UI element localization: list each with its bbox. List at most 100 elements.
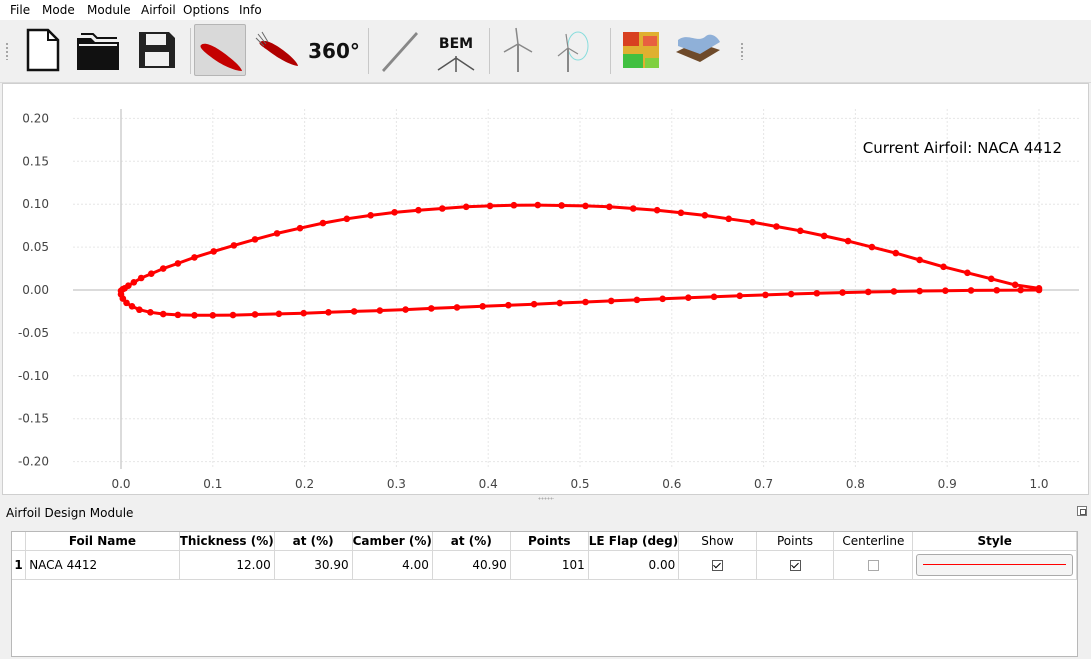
line-style-button[interactable] [916, 554, 1073, 576]
airfoil-plot[interactable]: 0.0 0.1 0.2 0.3 0.4 0.5 0.6 0.7 0.8 0.9 1.0 0.20 0.1… [2, 83, 1089, 495]
menu-airfoil[interactable]: Airfoil [141, 3, 176, 17]
bem-button[interactable]: BEM [430, 24, 482, 76]
y-tick-label: -0.20 [18, 455, 49, 469]
airfoil-point [725, 215, 733, 223]
x-tick-label: 0.0 [111, 477, 130, 491]
col-camber-at[interactable]: at (%) [432, 532, 511, 551]
x-tick-label: 0.6 [662, 477, 681, 491]
airfoil-point [633, 296, 641, 304]
airfoil-point [839, 289, 846, 296]
new-file-button[interactable] [16, 24, 68, 76]
cell-le-flap[interactable]: 0.00 [588, 550, 680, 580]
x-tick-label: 0.1 [203, 477, 222, 491]
show-checkbox[interactable] [711, 560, 723, 571]
airfoil-point [749, 218, 756, 226]
airfoil-point [710, 293, 718, 301]
toolbar-grip[interactable] [5, 42, 9, 60]
row-index[interactable]: 1 [12, 550, 27, 580]
terrain-button[interactable] [672, 24, 724, 76]
airfoil-point [892, 249, 900, 257]
cell-thickness-at[interactable]: 30.90 [274, 550, 353, 580]
col-centerline[interactable]: Centerline [833, 532, 914, 551]
polar-360-label: 360° [308, 39, 360, 63]
y-tick-label: -0.10 [18, 369, 49, 383]
airfoil-point [993, 286, 1001, 294]
airfoil-point [868, 243, 876, 251]
cell-points[interactable]: 101 [510, 550, 589, 580]
open-file-button[interactable] [73, 24, 125, 76]
turbine-button[interactable] [492, 24, 544, 76]
menu-options[interactable]: Options [183, 3, 230, 17]
col-thickness[interactable]: Thickness (%) [179, 532, 275, 551]
status-strip [0, 657, 1091, 659]
airfoil-point [350, 308, 358, 315]
airfoil-table: Foil Name Thickness (%) at (%) Camber (%… [11, 531, 1078, 657]
col-le-flap[interactable]: LE Flap (deg) [588, 532, 680, 551]
menu-mode[interactable]: Mode [42, 3, 75, 17]
airfoil-design-button[interactable] [194, 24, 246, 76]
y-tick-label: 0.20 [22, 111, 49, 125]
col-points[interactable]: Points [510, 532, 589, 551]
airfoil-point [147, 309, 154, 316]
cell-centerline [833, 550, 914, 580]
blade-design-button[interactable] [372, 24, 424, 76]
cell-thickness[interactable]: 12.00 [179, 550, 275, 580]
airfoil-point [916, 287, 923, 295]
menu-module[interactable]: Module [87, 3, 131, 17]
table-row[interactable]: 1 NACA 4412 12.00 30.90 4.00 40.90 101 0… [12, 550, 1077, 580]
airfoil-point [300, 309, 307, 317]
polar-360-button[interactable]: 360° [308, 24, 360, 76]
cell-camber[interactable]: 4.00 [352, 550, 433, 580]
toolbar-separator [489, 28, 490, 74]
airfoil-point [230, 242, 238, 249]
x-tick-label: 1.0 [1029, 477, 1048, 491]
turbine-simulation-button[interactable] [548, 24, 600, 76]
show-points-checkbox[interactable] [789, 560, 801, 571]
centerline-checkbox[interactable] [867, 560, 879, 571]
airfoil-point [629, 205, 637, 212]
airfoil-point [191, 312, 198, 319]
x-tick-label: 0.3 [387, 477, 406, 491]
col-show-points[interactable]: Points [756, 532, 835, 551]
airfoil-point [119, 295, 127, 302]
col-style[interactable]: Style [912, 532, 1077, 551]
airfoil-point [510, 201, 518, 209]
airfoil-point [942, 287, 949, 294]
open-folder-icon [77, 33, 119, 70]
splitter-handle[interactable] [0, 495, 1091, 502]
menu-info[interactable]: Info [239, 3, 262, 17]
airfoil-point [820, 232, 828, 240]
cell-style [912, 550, 1077, 580]
cell-show-points [756, 550, 835, 580]
airfoil-point [607, 297, 615, 305]
save-button[interactable] [131, 24, 183, 76]
airfoil-point [582, 298, 589, 306]
col-show[interactable]: Show [678, 532, 757, 551]
airfoil-point [505, 301, 512, 309]
airfoil-point [275, 310, 283, 318]
bem-label: BEM [439, 36, 473, 52]
airfoil-point [685, 294, 692, 302]
col-camber[interactable]: Camber (%) [352, 532, 433, 551]
field-plot-button[interactable] [615, 24, 667, 76]
airfoil-point [251, 311, 259, 318]
toolbar-grip[interactable] [740, 42, 744, 60]
cell-foil-name[interactable]: NACA 4412 [25, 550, 180, 580]
airfoil-point [606, 203, 613, 211]
turbine-simulation-icon [557, 31, 589, 72]
airfoil-point [453, 304, 461, 311]
col-thickness-at[interactable]: at (%) [274, 532, 353, 551]
menu-file[interactable]: File [10, 3, 31, 17]
xfoil-analysis-button[interactable] [252, 24, 304, 76]
cell-camber-at[interactable]: 40.90 [432, 550, 511, 580]
airfoil-point [319, 219, 327, 227]
airfoil-point [191, 254, 198, 261]
dock-float-icon[interactable] [1077, 506, 1087, 516]
airfoil-point [174, 311, 182, 319]
col-foil-name[interactable]: Foil Name [25, 532, 180, 551]
toolbar-separator [368, 28, 369, 74]
save-icon [139, 32, 175, 68]
airfoil-point [427, 305, 435, 312]
airfoil-point [136, 306, 143, 314]
y-tick-label: 0.00 [22, 283, 49, 297]
